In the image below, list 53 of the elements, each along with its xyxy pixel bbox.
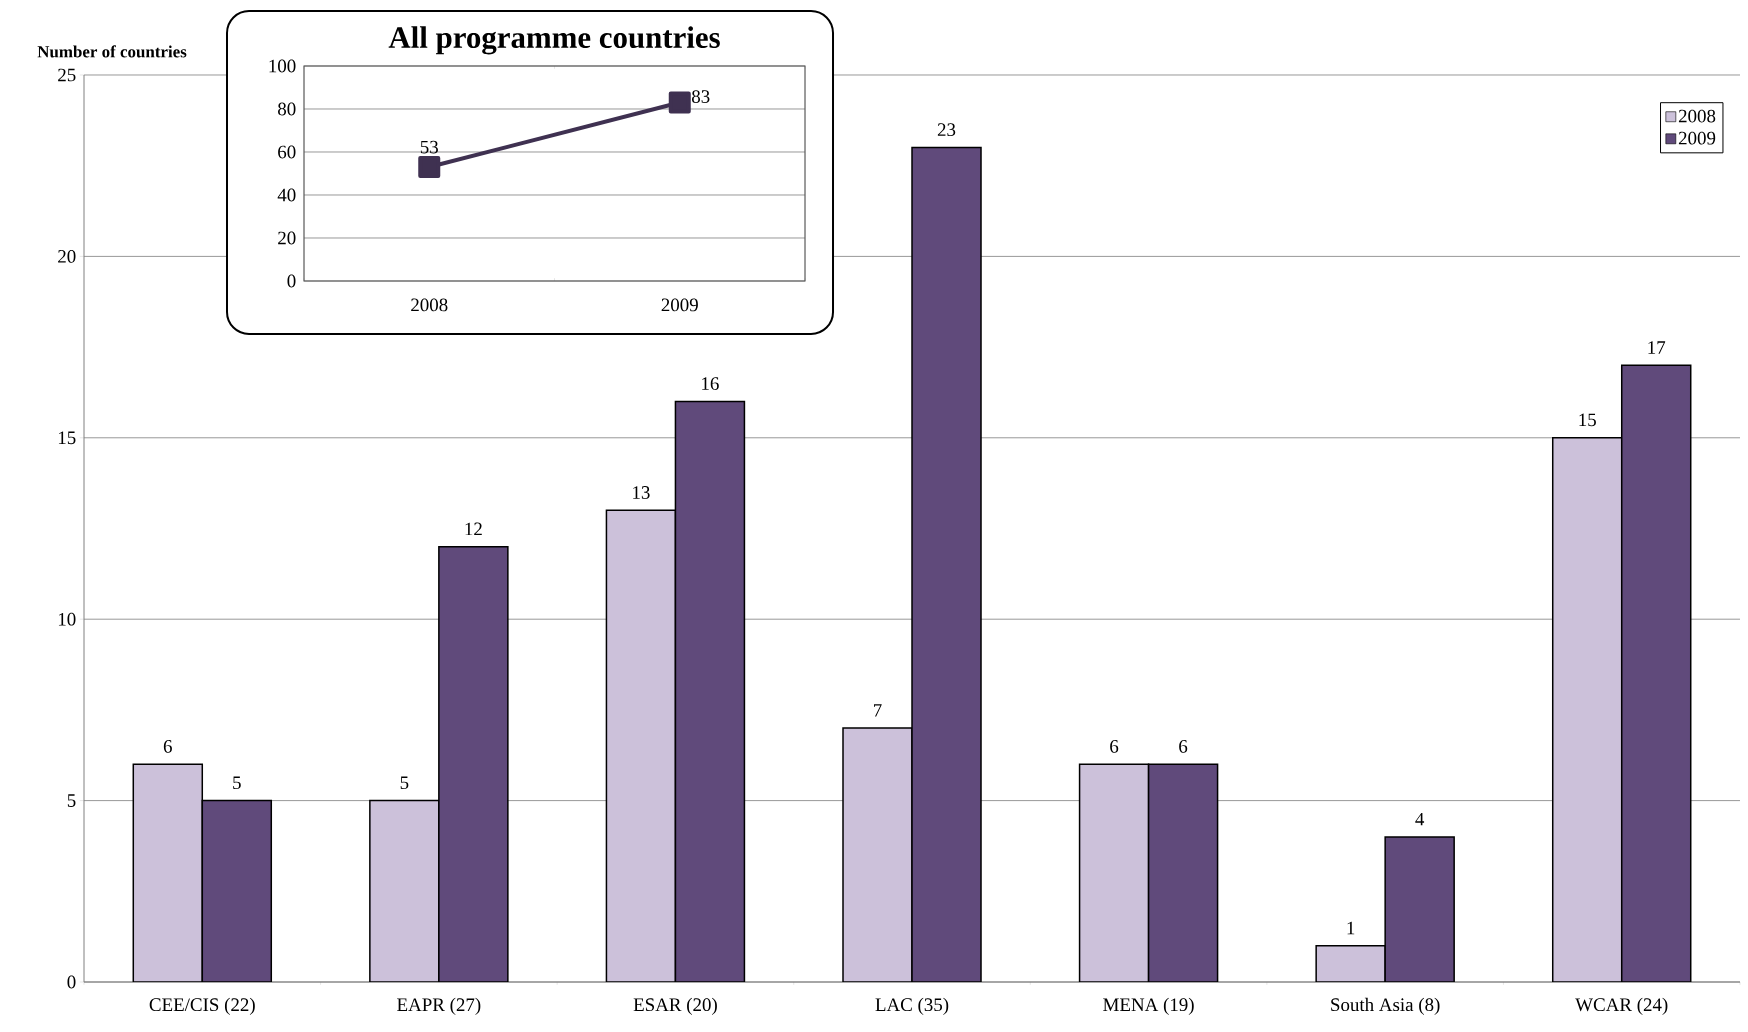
bar — [842, 727, 913, 982]
y-tick-label: 0 — [287, 274, 296, 288]
bar — [1620, 364, 1692, 982]
legend-label: 2009 — [1678, 131, 1716, 145]
data-label: 1 — [1347, 921, 1355, 935]
x-tick-label: CEE/CIS (22) — [149, 997, 255, 1015]
y-tick-label: 60 — [278, 145, 296, 159]
y-tick-label: 20 — [58, 250, 76, 263]
data-label: 6 — [1179, 740, 1188, 753]
data-label: 15 — [1579, 413, 1596, 427]
x-tick-label: ESAR (20) — [633, 997, 717, 1015]
y-tick-label: 20 — [278, 231, 296, 245]
chart-title: All programme countries — [388, 26, 720, 55]
y-tick-label: 0 — [67, 975, 76, 989]
y-tick-label: 15 — [58, 431, 76, 445]
bar — [1384, 836, 1455, 982]
y-tick-label: 40 — [277, 188, 296, 202]
bar — [132, 763, 204, 982]
y-tick-label: 100 — [269, 59, 296, 73]
data-label: 4 — [1415, 812, 1425, 826]
bar — [674, 400, 746, 982]
data-label: 83 — [692, 90, 710, 103]
legend-label: 2008 — [1678, 109, 1716, 123]
y-tick-label: 10 — [58, 612, 76, 626]
data-label: 16 — [702, 377, 719, 390]
data-label: 53 — [420, 140, 438, 154]
bar — [1551, 437, 1623, 982]
x-tick-label: South Asia (8) — [1331, 997, 1440, 1015]
bar — [911, 146, 982, 982]
data-label: 23 — [937, 123, 956, 137]
bar — [605, 509, 677, 982]
bar — [201, 799, 273, 982]
data-label: 6 — [1110, 740, 1119, 753]
x-tick-label: MENA (19) — [1103, 997, 1194, 1015]
bar — [438, 545, 509, 982]
bar — [1147, 763, 1219, 982]
bar — [1315, 944, 1386, 982]
y-tick-label: 5 — [67, 794, 76, 807]
y-tick-label: 80 — [278, 102, 296, 116]
data-label: 13 — [633, 486, 650, 499]
data-label: 6 — [163, 740, 172, 753]
bar — [369, 799, 440, 982]
data-label: 17 — [1648, 341, 1666, 354]
y-tick-label: 25 — [58, 68, 76, 82]
x-tick-label: EAPR (27) — [397, 997, 481, 1015]
data-label: 5 — [233, 776, 241, 790]
bar — [1078, 763, 1150, 982]
x-tick-label: WCAR (24) — [1575, 997, 1668, 1015]
x-tick-label: LAC (35) — [875, 997, 949, 1015]
data-label: 12 — [465, 522, 482, 536]
data-label: 7 — [874, 704, 882, 717]
data-label: 5 — [400, 776, 409, 790]
y-axis-title: Number of countries — [37, 45, 187, 58]
